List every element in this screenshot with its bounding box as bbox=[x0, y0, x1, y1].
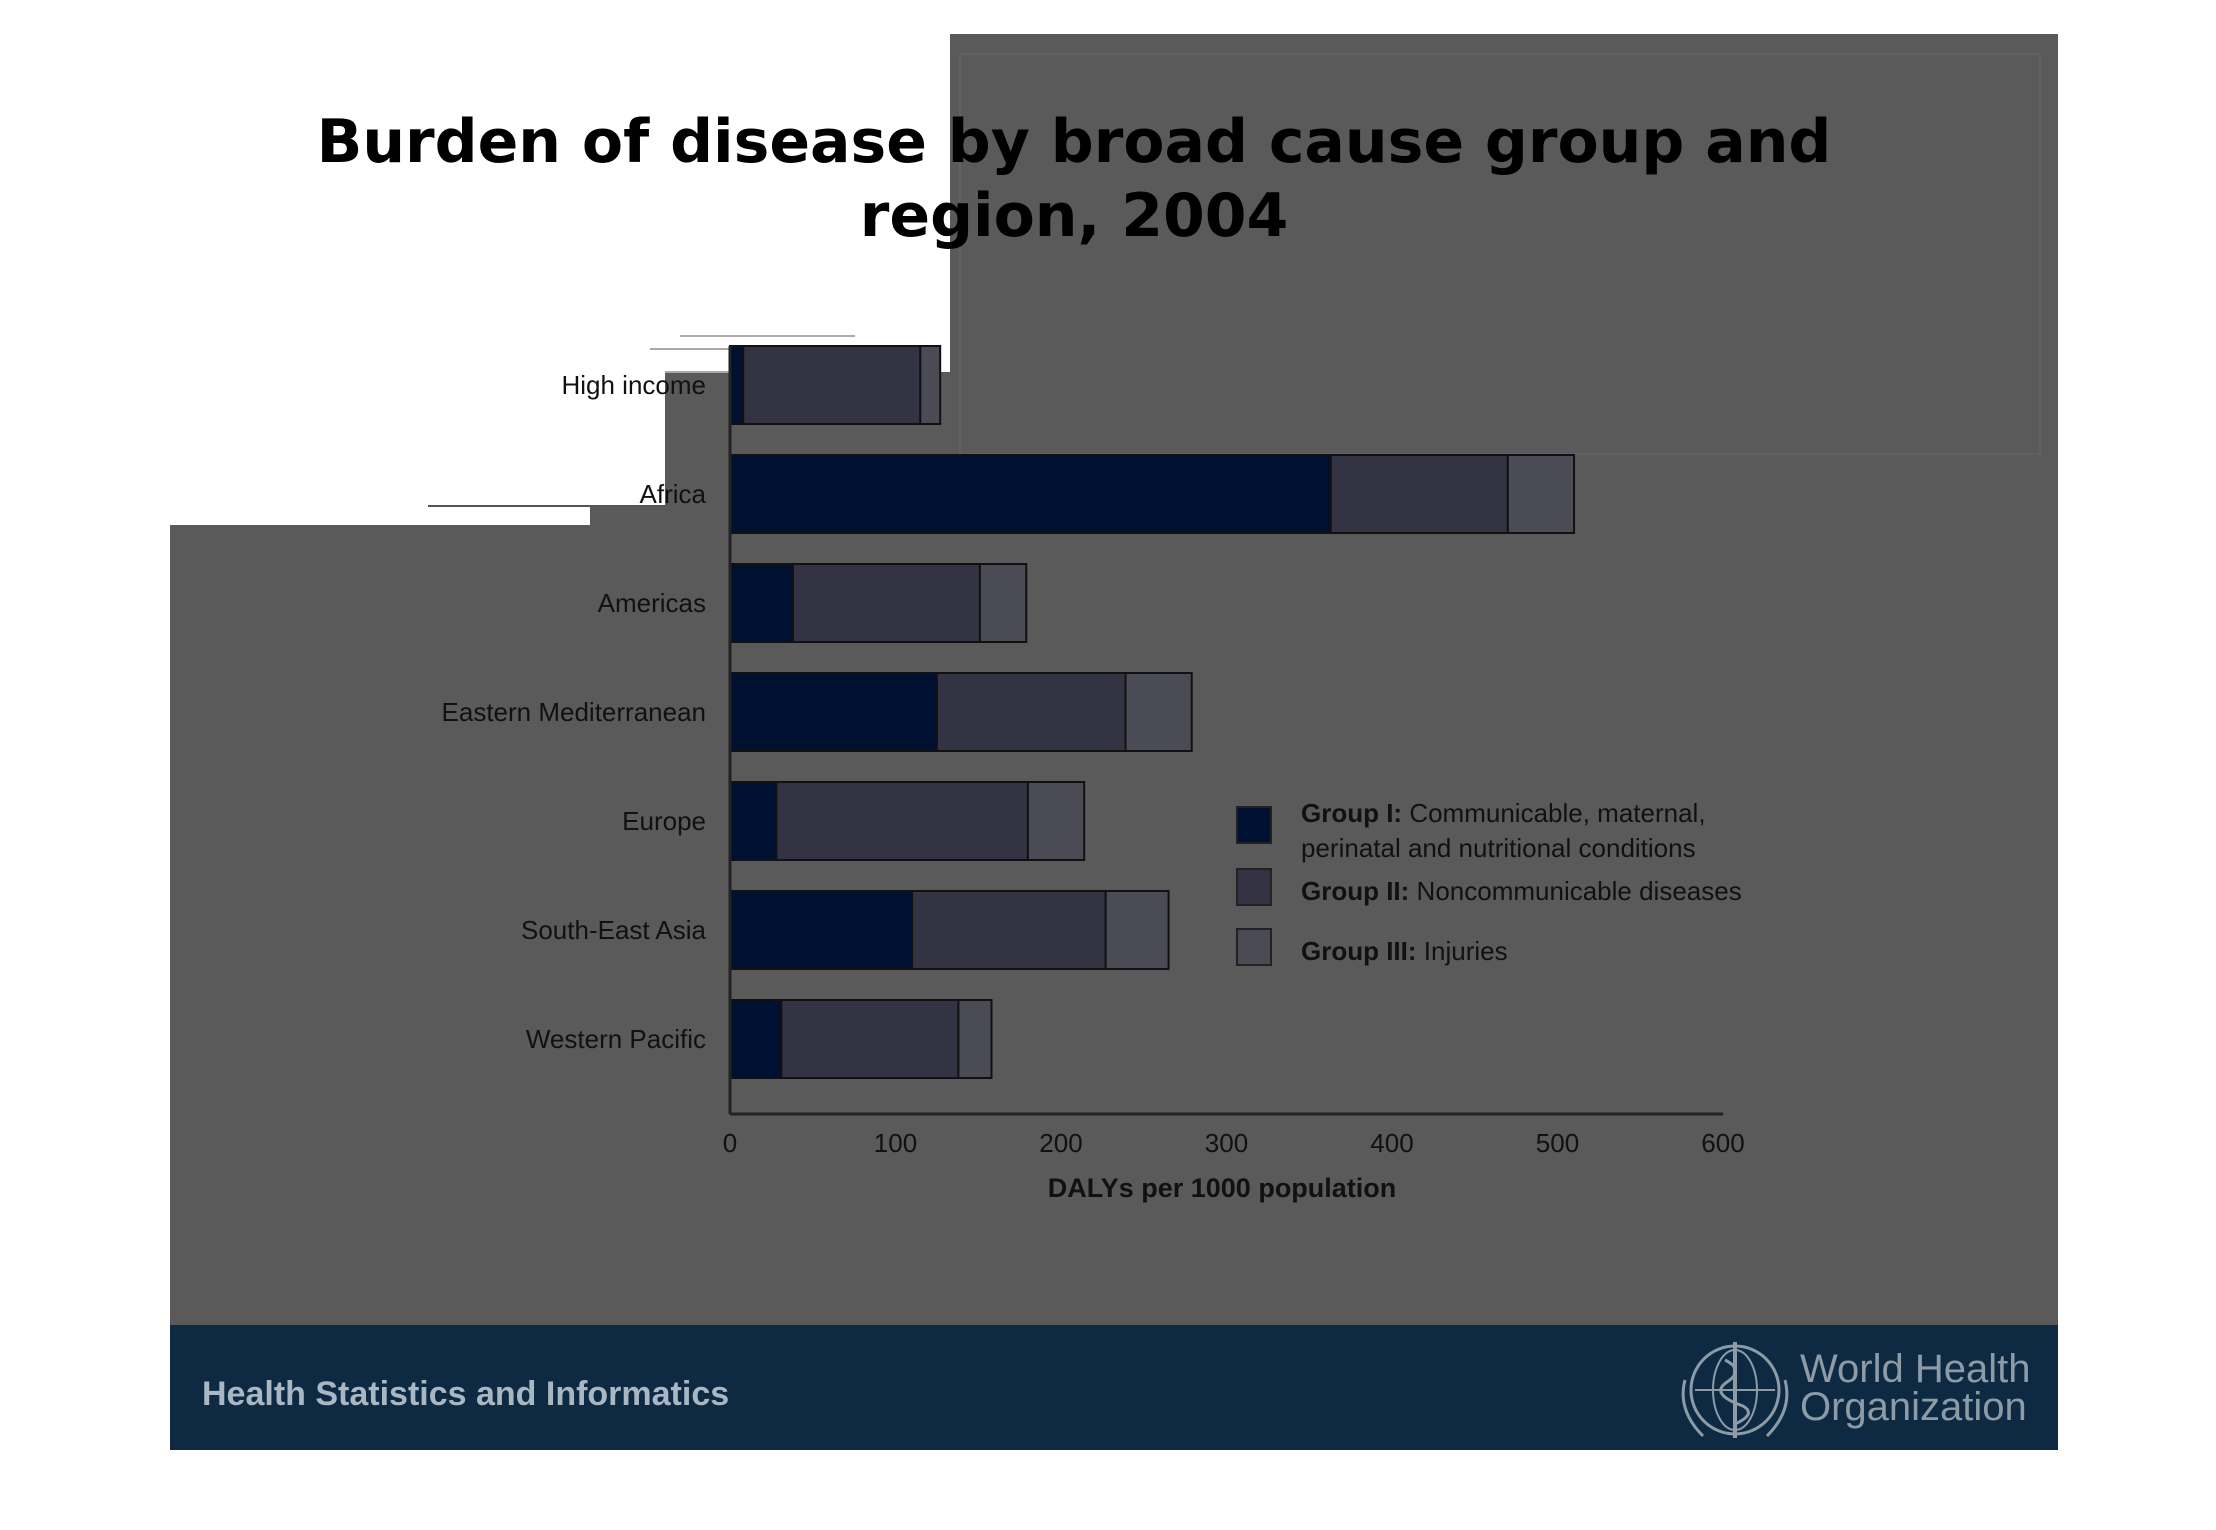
legend-label-group1-line2: perinatal and nutritional conditions bbox=[1301, 833, 1696, 863]
category-label: Europe bbox=[622, 806, 706, 836]
category-labels: High income Africa Americas Eastern Mediter… bbox=[442, 370, 707, 1054]
org-name-line-2: Organization bbox=[1800, 1385, 2027, 1429]
category-label: Americas bbox=[598, 588, 706, 618]
category-label: Eastern Mediterranean bbox=[442, 697, 706, 727]
x-tick-label: 500 bbox=[1536, 1128, 1579, 1158]
x-tick-label: 400 bbox=[1370, 1128, 1413, 1158]
bar-2-south-east-asia bbox=[911, 890, 1107, 970]
bar-3-south-east-asia bbox=[1104, 890, 1170, 970]
bar-3-eastern-mediterranean bbox=[1124, 672, 1193, 752]
category-label: South-East Asia bbox=[521, 915, 707, 945]
x-axis-label: DALYs per 1000 population bbox=[1048, 1173, 1397, 1203]
legend-label-group2: Group II: Noncommunicable diseases bbox=[1301, 876, 1742, 906]
legend-label-group3: Group III: Injuries bbox=[1301, 936, 1508, 966]
bar-group bbox=[729, 345, 1576, 1079]
bar-1-eastern-mediterranean bbox=[729, 672, 938, 752]
x-tick-label: 600 bbox=[1701, 1128, 1744, 1158]
bar-1-africa bbox=[729, 454, 1332, 534]
x-tick-label: 100 bbox=[874, 1128, 917, 1158]
legend: Group I: Communicable, maternal, perinat… bbox=[1236, 798, 1742, 966]
bar-1-western-pacific bbox=[729, 999, 783, 1079]
x-tick-label: 0 bbox=[723, 1128, 737, 1158]
bar-3-high-income bbox=[919, 345, 942, 425]
legend-swatch-group1 bbox=[1236, 806, 1272, 844]
category-label: Western Pacific bbox=[526, 1024, 706, 1054]
org-name-line-1: World Health bbox=[1800, 1347, 2030, 1391]
chart-title-line-1: Burden of disease by broad cause group a… bbox=[317, 107, 1832, 177]
bar-2-western-pacific bbox=[780, 999, 960, 1079]
bar-1-high-income bbox=[729, 345, 745, 425]
bar-1-europe bbox=[729, 781, 778, 861]
bar-3-europe bbox=[1026, 781, 1086, 861]
bar-1-americas bbox=[729, 563, 794, 643]
footer-title: Health Statistics and Informatics bbox=[202, 1375, 729, 1413]
bar-3-americas bbox=[978, 563, 1028, 643]
category-label: High income bbox=[561, 370, 706, 400]
bar-2-high-income bbox=[742, 345, 922, 425]
legend-swatch-group2 bbox=[1236, 868, 1272, 906]
bar-3-africa bbox=[1506, 454, 1576, 534]
legend-label-group1: Group I: Communicable, maternal, bbox=[1301, 798, 1706, 828]
x-tick-label: 300 bbox=[1205, 1128, 1248, 1158]
bar-2-africa bbox=[1329, 454, 1509, 534]
bar-1-south-east-asia bbox=[729, 890, 914, 970]
bar-3-western-pacific bbox=[957, 999, 993, 1079]
chart-title-line-2: region, 2004 bbox=[860, 181, 1288, 251]
x-tick-labels: 0 100 200 300 400 500 600 bbox=[723, 1128, 1745, 1158]
category-label: Africa bbox=[640, 479, 707, 509]
x-tick-label: 200 bbox=[1039, 1128, 1082, 1158]
bar-2-europe bbox=[775, 781, 1029, 861]
bar-2-americas bbox=[791, 563, 981, 643]
bar-2-eastern-mediterranean bbox=[935, 672, 1127, 752]
legend-swatch-group3 bbox=[1236, 928, 1272, 966]
who-emblem-icon bbox=[1681, 1342, 1789, 1438]
